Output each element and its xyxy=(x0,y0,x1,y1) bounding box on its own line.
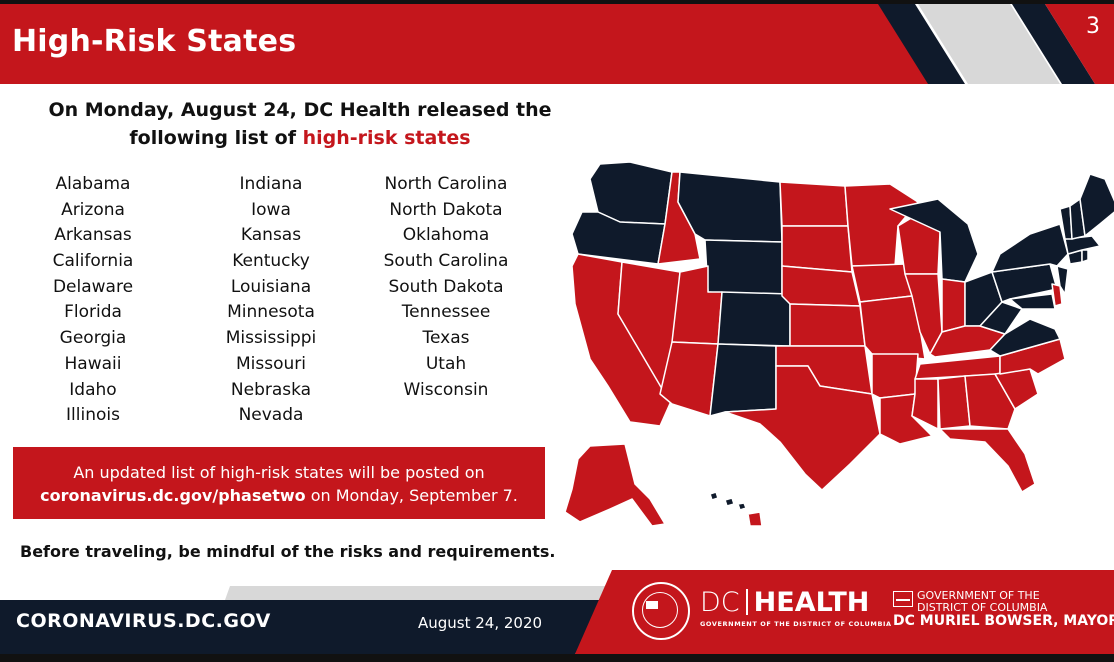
headline-line-1: On Monday, August 24, DC Health released… xyxy=(48,99,552,121)
footer-bar xyxy=(0,570,1114,654)
slide: High-Risk States 3 On Monday, August 24,… xyxy=(0,4,1114,654)
state-CO xyxy=(717,291,791,347)
state-name: Louisiana xyxy=(230,276,312,297)
state-name: California xyxy=(52,251,134,272)
dc-health-subtitle: GOVERNMENT OF THE DISTRICT OF COLUMBIA xyxy=(700,620,892,628)
state-MS xyxy=(911,378,939,430)
notice-line-2-suffix: on Monday, September 7. xyxy=(310,486,518,505)
state-name: Georgia xyxy=(59,328,127,349)
state-MD xyxy=(1009,293,1056,310)
dc-health-logo: DC HEALTH GOVERNMENT OF THE DISTRICT OF C… xyxy=(700,587,892,628)
state-name: Idaho xyxy=(69,379,117,400)
state-name: Indiana xyxy=(239,174,303,194)
state-ND xyxy=(779,181,849,227)
header-bar xyxy=(0,4,1114,84)
gov-line-3: DC MURIEL BOWSER, MAYOR xyxy=(893,613,1114,629)
footer-url[interactable]: CORONAVIRUS.DC.GOV xyxy=(16,610,271,632)
state-name: Florida xyxy=(64,302,122,323)
header-gray-stripe xyxy=(918,4,1060,84)
dc-health-word: HEALTH xyxy=(753,587,870,618)
update-notice: An updated list of high-risk states will… xyxy=(13,447,545,519)
state-name: Kentucky xyxy=(232,251,310,272)
state-MT xyxy=(677,171,783,243)
footer-red-band xyxy=(575,570,1114,654)
page-title: High-Risk States xyxy=(12,24,297,59)
state-name: Hawaii xyxy=(64,353,122,374)
state-name: Minnesota xyxy=(227,302,315,323)
header-navy-stripe xyxy=(878,4,965,84)
state-AK xyxy=(564,443,666,527)
state-name: Tennessee xyxy=(401,302,491,323)
footer-date: August 24, 2020 xyxy=(418,614,543,632)
us-map xyxy=(564,161,1114,527)
state-name: North Dakota xyxy=(389,199,503,220)
state-name: Missouri xyxy=(236,353,306,374)
state-name: Nevada xyxy=(238,405,304,426)
state-name: Illinois xyxy=(66,405,120,426)
footer-navy-band xyxy=(0,600,612,654)
headline: On Monday, August 24, DC Health released… xyxy=(40,96,560,152)
footer-gray-stripe xyxy=(225,586,620,600)
state-MN xyxy=(844,183,919,267)
state-column-3: North Carolina North Dakota Oklahoma Sou… xyxy=(366,172,526,403)
state-name: Kansas xyxy=(240,225,302,246)
state-ME xyxy=(1079,173,1114,237)
header-red-band xyxy=(0,4,930,84)
state-name: Iowa xyxy=(251,199,291,220)
travel-warning: Before traveling, be mindful of the risk… xyxy=(20,542,556,561)
notice-line-1: An updated list of high-risk states will… xyxy=(73,463,485,482)
state-column-1: Alabama Arizona Arkansas California Dela… xyxy=(30,172,156,429)
state-WY xyxy=(704,239,783,297)
state-name: Arkansas xyxy=(54,225,132,246)
dc-seal-icon xyxy=(632,582,690,640)
state-name: Oklahoma xyxy=(402,225,490,246)
state-name: Nebraska xyxy=(230,379,312,400)
state-NE xyxy=(781,265,861,307)
state-MI xyxy=(889,198,979,283)
state-AR xyxy=(871,353,919,399)
notice-link[interactable]: coronavirus.dc.gov/phasetwo xyxy=(40,486,306,505)
dc-flag-icon xyxy=(893,591,913,607)
state-name: South Dakota xyxy=(388,276,504,297)
state-name: Arizona xyxy=(61,199,125,220)
header-navy-stripe-2 xyxy=(1012,4,1095,84)
state-HI xyxy=(709,491,763,527)
state-TX xyxy=(724,365,881,491)
dc-health-prefix: DC xyxy=(700,587,740,618)
state-NM xyxy=(709,343,777,417)
state-name: Mississippi xyxy=(225,328,317,349)
state-MA xyxy=(1064,235,1101,255)
state-name: Utah xyxy=(425,353,467,374)
state-KS xyxy=(789,303,866,347)
state-RI xyxy=(1081,249,1089,263)
state-name: Texas xyxy=(422,328,470,349)
state-name: Delaware xyxy=(52,276,134,297)
headline-line-2: following list of high-risk states xyxy=(40,124,560,152)
state-name: Alabama xyxy=(55,174,131,194)
state-name: South Carolina xyxy=(383,251,509,272)
page-number: 3 xyxy=(1086,14,1100,39)
gov-line-2: DISTRICT OF COLUMBIA xyxy=(917,601,1048,614)
gov-line-1: GOVERNMENT OF THE xyxy=(917,589,1040,602)
state-AZ xyxy=(659,341,719,417)
headline-line-2-prefix: following list of xyxy=(129,127,296,149)
state-FL xyxy=(939,428,1036,493)
state-DE xyxy=(1051,283,1063,307)
state-SD xyxy=(781,225,853,273)
state-NY xyxy=(991,223,1069,273)
state-NJ xyxy=(1056,265,1069,295)
state-column-2: Indiana Iowa Kansas Kentucky Louisiana M… xyxy=(210,172,332,429)
state-name: Wisconsin xyxy=(403,379,489,400)
notice-line-2: coronavirus.dc.gov/phasetwo on Monday, S… xyxy=(13,486,545,505)
headline-highlight: high-risk states xyxy=(302,127,471,149)
header-red-corner xyxy=(1045,4,1114,84)
state-name: North Carolina xyxy=(384,174,508,194)
state-IN xyxy=(941,278,966,333)
